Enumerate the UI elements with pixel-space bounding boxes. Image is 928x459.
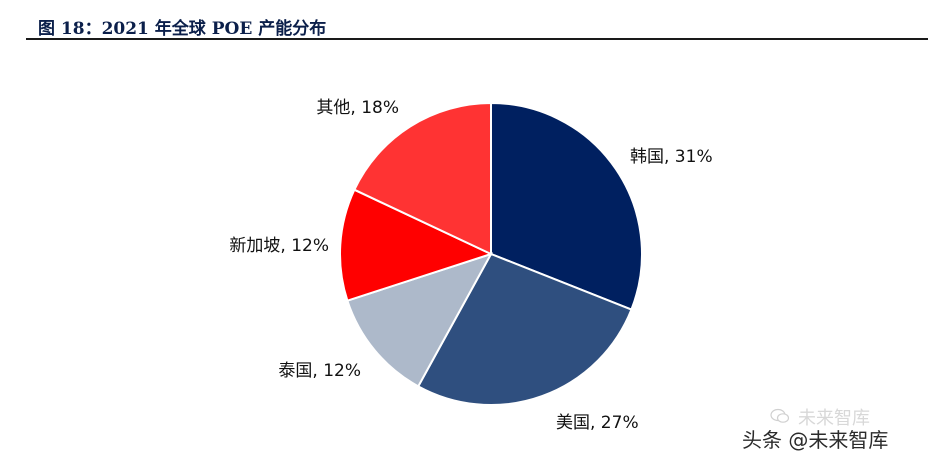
figure-header: 图 18：2021 年全球 POE 产能分布: [26, 10, 928, 40]
slice-label-3: 新加坡, 12%: [229, 236, 329, 256]
wechat-logo-icon: [770, 408, 790, 423]
pie-slice-2: [346, 252, 494, 388]
slice-label-0: 韩国, 31%: [630, 147, 713, 167]
watermark-text: 头条 @未来智库: [742, 428, 889, 452]
watermark: 未来智库 头条 @未来智库: [740, 402, 926, 458]
slice-label-2: 泰国, 12%: [278, 361, 361, 381]
pie-slices: [339, 101, 643, 406]
slice-label-1: 美国, 27%: [556, 413, 639, 433]
pie-slice-4: [353, 101, 492, 256]
pie-slice-0: [490, 101, 643, 311]
figure-title: 图 18：2021 年全球 POE 产能分布: [38, 19, 327, 39]
watermark-text-faint: 未来智库: [798, 408, 870, 429]
pie-slice-1: [416, 252, 633, 406]
pie-slice-3: [339, 188, 494, 302]
pie-labels: 韩国, 31% 美国, 27% 泰国, 12% 新加坡, 12% 其他, 18%: [229, 98, 712, 433]
slice-label-4: 其他, 18%: [316, 98, 399, 118]
